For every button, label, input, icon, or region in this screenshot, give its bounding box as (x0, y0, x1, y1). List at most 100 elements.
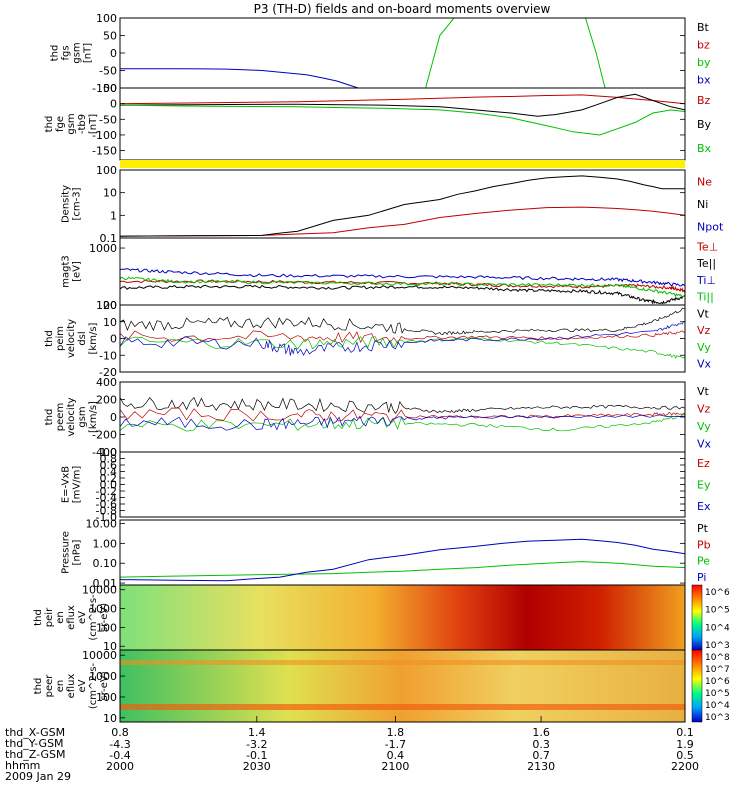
ytick-label: 1.0 (100, 446, 118, 459)
xaxis-value: 2130 (527, 760, 555, 773)
ytick-label: 1 (110, 209, 117, 222)
series-Pe (120, 561, 685, 578)
series-by-segment (585, 18, 606, 88)
xaxis-value: 0.1 (676, 726, 694, 739)
ylabel-line: peer (44, 674, 55, 698)
panel-frame (119, 169, 686, 239)
ylabel-line: (cm^2-s- (88, 594, 99, 641)
series-Vt (120, 396, 685, 415)
ylabel-line: E=-VxB (61, 466, 72, 503)
ytick-label: -0.8 (96, 505, 117, 518)
ylabel-line: thd (44, 409, 55, 426)
ytick-label: 0.6 (100, 459, 118, 472)
series-Ne (120, 206, 685, 237)
ylabel-line: thd (44, 330, 55, 347)
panel-2: 100 10 1 0.1 Ne Ni Npot Density [cm-3] (61, 164, 724, 245)
legend-Vz: Vz (697, 324, 711, 337)
xaxis-value: 2030 (243, 760, 271, 773)
ylabel-line: -tb9 (77, 114, 88, 134)
series-By (120, 93, 685, 117)
ytick-label: 20 (103, 299, 117, 312)
ylabel-line: Pressure (61, 531, 72, 574)
panel-9: 10^8 10^7 10^6 10^5 10^4 10^3 10000 1000 100 10 th… (33, 649, 730, 725)
ylabel-line: [nPa] (72, 539, 83, 565)
page-title: P3 (TH-D) fields and on-board moments ov… (254, 2, 551, 16)
legend-By: By (697, 118, 712, 131)
legend-Ne: Ne (697, 175, 712, 188)
legend-Vx: Vx (697, 358, 712, 371)
ytick-label: -0.6 (96, 498, 117, 511)
xaxis-value: -3.2 (246, 738, 267, 751)
ylabel-line: peim (55, 326, 66, 351)
ylabel-line: sr-eV) (99, 671, 110, 700)
ytick-label: 10.00 (86, 517, 118, 530)
ytick-label: -150 (92, 145, 117, 158)
xaxis-value: 1.6 (532, 726, 550, 739)
colorbar-tick: 10^6 (705, 677, 730, 687)
ylabel-line: eflux (66, 674, 77, 699)
ytick-label: 0 (110, 411, 117, 424)
legend-Ez: Ez (697, 457, 710, 470)
xaxis-value: 0.5 (676, 749, 694, 762)
ytick-label: -1.0 (96, 511, 117, 524)
panel-7: 10.00 1.00 0.10 0.01 Pt Pb Pe Pi Pressure [nPa] (61, 517, 711, 590)
ytick-label: 0.10 (93, 557, 118, 570)
ytick-label: 10000 (82, 584, 117, 597)
colorbar-tick: 10^4 (705, 623, 730, 633)
ylabel-line: peem (55, 403, 66, 431)
colorbar-tick: 10^3 (705, 641, 730, 651)
colorbar-tick: 10^5 (705, 606, 730, 616)
footer-row-label: hhmm (5, 759, 40, 772)
panel-frame (119, 87, 686, 161)
ylabel-line: [mV/m] (72, 466, 83, 504)
legend-Bt: Bt (697, 21, 710, 34)
xaxis-value: 1.4 (248, 726, 266, 739)
legend-Vz: Vz (697, 402, 711, 415)
series-by (425, 18, 455, 88)
xaxis-value: 2100 (381, 760, 409, 773)
panel-frame (119, 304, 686, 373)
ytick-label: 1.00 (93, 537, 118, 550)
series-Bz (120, 94, 685, 105)
colorbar-tick: 10^4 (705, 701, 730, 711)
ytick-label: 0.2 (100, 472, 118, 485)
ylabel-line: sr-eV) (99, 603, 110, 632)
ytick-label: -200 (92, 429, 117, 442)
footer-row-label: thd_Z-GSM (5, 748, 65, 761)
ytick-label: 0.8 (100, 453, 118, 466)
panel-frame (119, 649, 686, 723)
series-Vz (120, 407, 685, 423)
ylabel-line: eV (77, 611, 88, 624)
panel-5: 400 200 0 -200 -400 Vt Vz Vy Vx thd peem velocity gs… (44, 376, 712, 459)
ylabel-line: peir (44, 607, 55, 627)
xaxis-value: 1.9 (676, 738, 694, 751)
footer-row-label: thd_X-GSM (5, 726, 65, 739)
legend-by: by (697, 56, 711, 69)
ytick-label: 0.0 (100, 479, 118, 492)
ytick-label: 10 (103, 316, 117, 329)
ytick-label: -20 (99, 366, 117, 379)
legend-Vx: Vx (697, 437, 712, 450)
ytick-label: 0 (110, 98, 117, 111)
ytick-label: 1000 (89, 670, 117, 683)
series-Ni (120, 175, 685, 237)
series-Vt (120, 307, 685, 336)
xaxis-value: 1.8 (387, 726, 405, 739)
legend-Ti⊥: Ti⊥ (696, 274, 716, 287)
ytick-label: 200 (96, 394, 117, 407)
series-Te|| (120, 284, 685, 305)
ylabel-line: [nT] (83, 43, 94, 63)
legend-Vt: Vt (697, 385, 710, 398)
series-Bx (120, 104, 685, 136)
xaxis-value: -1.7 (385, 738, 406, 751)
ytick-label: 1000 (89, 603, 117, 616)
legend-bx: bx (697, 73, 711, 86)
ylabel-line: fgs (61, 45, 72, 60)
xaxis-value: 0.8 (111, 726, 129, 739)
ytick-label: -0.4 (96, 492, 117, 505)
ytick-label: 100 (96, 621, 117, 634)
ytick-label: 0 (110, 47, 117, 60)
ytick-label: 0.4 (100, 466, 118, 479)
spectrogram (120, 585, 685, 650)
